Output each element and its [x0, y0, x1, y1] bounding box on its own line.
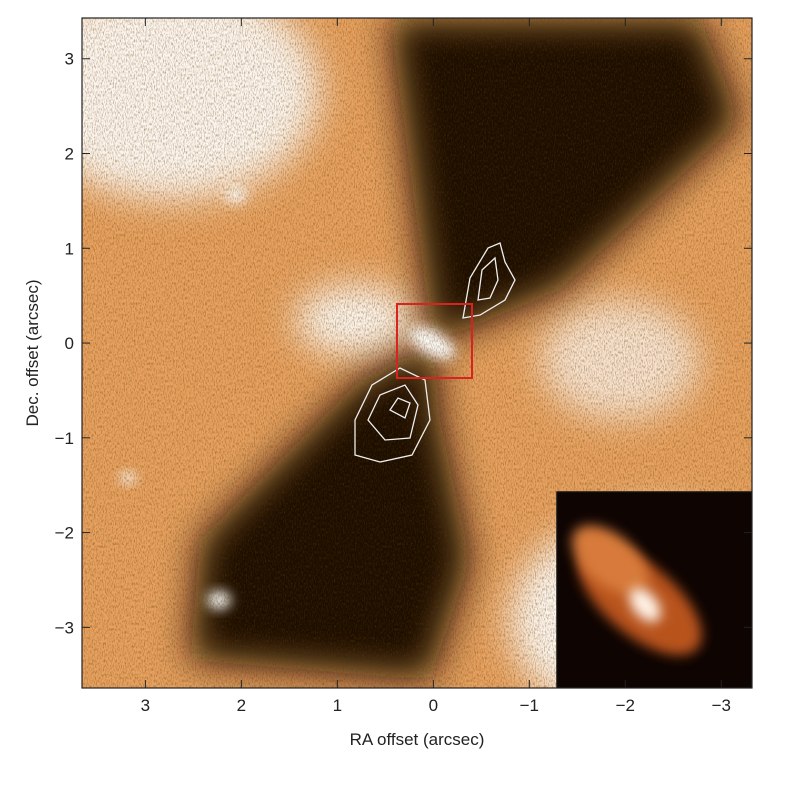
y-tick-label: 2 — [65, 145, 74, 164]
x-tick-label: 1 — [333, 696, 342, 715]
y-tick-label: 1 — [65, 239, 74, 258]
y-tick-label: 3 — [65, 50, 74, 69]
y-tick-label: −3 — [55, 618, 74, 637]
y-tick-label: −1 — [55, 429, 74, 448]
zoom-box — [396, 303, 473, 379]
x-tick-label: −2 — [616, 696, 635, 715]
x-tick-label: −3 — [712, 696, 731, 715]
x-tick-label: −1 — [520, 696, 539, 715]
contours — [354, 242, 516, 463]
x-tick-label: 2 — [237, 696, 246, 715]
x-tick-label: 0 — [429, 696, 438, 715]
y-tick-label: 0 — [65, 334, 74, 353]
image — [82, 18, 752, 688]
x-axis-label: RA offset (arcsec) — [350, 730, 485, 749]
x-tick-label: 3 — [141, 696, 150, 715]
frame — [81, 17, 753, 689]
inset — [556, 491, 752, 688]
y-tick-label: −2 — [55, 524, 74, 543]
y-axis-label: Dec. offset (arcsec) — [23, 279, 42, 426]
